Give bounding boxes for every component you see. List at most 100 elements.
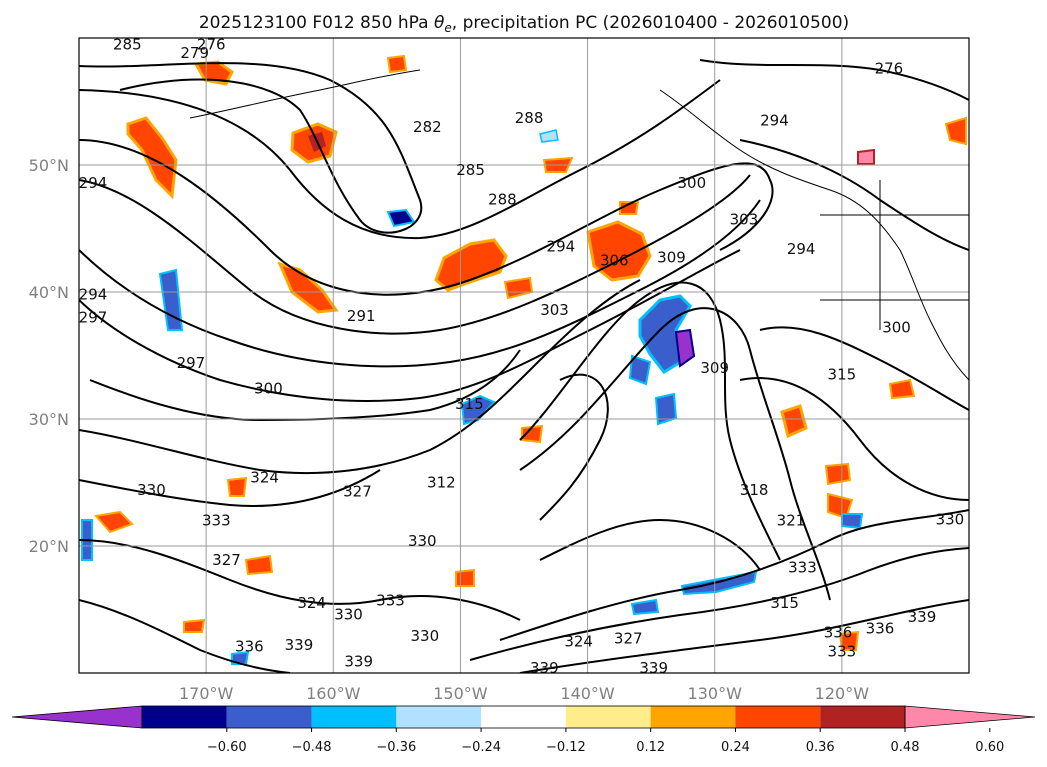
contour-line (519, 307, 831, 601)
precip-blob (386, 54, 408, 74)
precip-blob (126, 116, 178, 200)
contour-label: 297 (177, 354, 206, 372)
lon-tick-label: 150°W (433, 684, 488, 703)
contour-label: 309 (657, 249, 686, 267)
contour-line (539, 373, 609, 521)
contour-line (759, 326, 969, 411)
precip-blob (434, 238, 508, 292)
coastlines (189, 69, 969, 381)
lat-tick-label: 20°N (29, 537, 69, 556)
contour-label: 327 (614, 630, 643, 648)
precip-blob (888, 378, 916, 400)
contour-label: 333 (788, 559, 817, 577)
contour-label: 327 (343, 482, 372, 500)
contour-label: 324 (297, 594, 326, 612)
contour-label: 339 (344, 653, 373, 671)
colorbar-tick-label: −0.12 (546, 740, 586, 755)
contour-line (79, 279, 641, 475)
colorbar-cell (481, 706, 566, 728)
precip-blob (838, 630, 860, 651)
contour-label: 321 (777, 512, 806, 530)
precip-blob (94, 510, 134, 534)
colorbar-extend-low (11, 705, 143, 729)
contour-line (79, 249, 741, 402)
colorbar-tick-labels: −0.60 −0.48 −0.36 −0.24 −0.12 0.12 0.24 0.36 0.4… (207, 728, 1004, 755)
precip-blob (226, 476, 248, 497)
contour-line (469, 547, 969, 661)
contour-line (519, 599, 969, 673)
precip-blob (158, 268, 184, 331)
colorbar-outline (141, 705, 906, 729)
colorbar: −0.60 −0.48 −0.36 −0.24 −0.12 0.12 0.24 0.36 0.4… (11, 705, 1036, 755)
contour-label: 303 (540, 301, 569, 319)
contour-label: 330 (408, 532, 437, 550)
contour-label: 312 (427, 474, 456, 492)
contour-label: 309 (700, 359, 729, 377)
precip-blob (944, 116, 967, 146)
contour-label: 276 (197, 35, 226, 53)
title-theta-subscript: e (444, 21, 451, 35)
contour-label: 279 (180, 44, 209, 62)
contour-label: 339 (639, 659, 668, 677)
colorbar-tick-label: −0.36 (376, 740, 416, 755)
lat-tick-label: 50°N (29, 156, 69, 175)
lon-tick-label: 120°W (815, 684, 870, 703)
colorbar-cell (396, 706, 482, 728)
contour-label: 339 (530, 659, 559, 677)
map-frame (78, 37, 970, 674)
state-border (820, 180, 969, 330)
title-prefix: 2025123100 F012 850 hPa (199, 13, 434, 33)
contour-line (79, 469, 381, 507)
contour-label: 315 (770, 594, 799, 612)
contour-label: 291 (347, 307, 376, 325)
contour-label: 327 (212, 551, 241, 569)
contour-label: 330 (411, 627, 440, 645)
contour-label: 333 (202, 512, 231, 530)
contour-label: 315 (455, 395, 484, 413)
precip-blob (586, 220, 652, 282)
coastline (189, 69, 421, 119)
contour-label: 294 (547, 237, 576, 255)
colorbar-cell (650, 706, 736, 728)
colorbar-tick-label: −0.60 (207, 740, 247, 755)
contour-label: 285 (113, 35, 142, 53)
contour-line (699, 59, 969, 101)
contour-label: 324 (250, 468, 279, 486)
precip-blob (539, 129, 559, 143)
contour-line (519, 281, 781, 561)
precip-blob (521, 424, 544, 444)
contour-label: 288 (515, 109, 544, 127)
colorbar-tick-label: −0.24 (461, 740, 501, 755)
lon-tick-label: 170°W (179, 684, 234, 703)
contour-label: 300 (254, 380, 283, 398)
colorbar-cell (735, 706, 821, 728)
precip-blob (857, 148, 875, 165)
precip-blob (628, 354, 652, 386)
precip-blob (183, 618, 206, 633)
contour-label: 294 (79, 174, 108, 192)
colorbar-tick-label: 0.24 (721, 740, 750, 755)
precip-blob (630, 598, 660, 616)
contour-label: 282 (413, 118, 442, 136)
contour-label: 300 (882, 319, 911, 337)
contour-label: 276 (875, 59, 904, 77)
map-background (79, 38, 969, 673)
contour-label: 318 (740, 481, 769, 499)
colorbar-cell (820, 706, 905, 728)
graticule (79, 38, 969, 673)
lon-tick-label: 140°W (560, 684, 615, 703)
longitude-tick-labels: 170°W 160°W 150°W 140°W 130°W 120°W (179, 684, 869, 703)
coastline (659, 89, 969, 381)
colorbar-cell (565, 706, 651, 728)
colorbar-tick-label: −0.48 (292, 740, 332, 755)
contour-label: 330 (137, 481, 166, 499)
contour-label: 324 (564, 632, 593, 650)
lon-tick-label: 130°W (688, 684, 743, 703)
precip-blob (455, 568, 475, 587)
lon-tick-label: 160°W (306, 684, 361, 703)
contour-label: 306 (600, 251, 629, 269)
colorbar-cell (226, 706, 312, 728)
contour-line (79, 599, 291, 673)
title-theta-symbol: θ (434, 13, 445, 33)
